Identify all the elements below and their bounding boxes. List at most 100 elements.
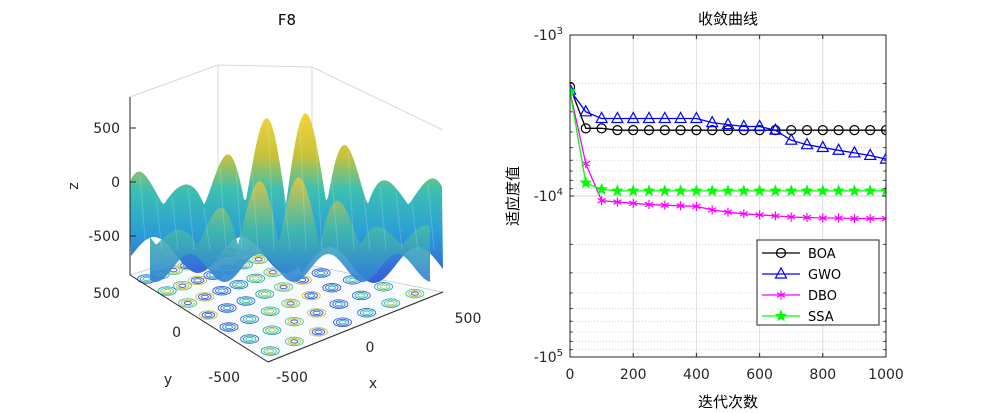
contour-ring — [267, 328, 276, 333]
data-point — [705, 115, 719, 128]
data-point — [658, 184, 672, 197]
contour-ring — [290, 319, 299, 324]
ticks-3d: 500 0 -500 500 0 -500 -500 0 500 — [88, 121, 481, 386]
contour-ring — [357, 307, 377, 318]
ticks-2d: 0 200 400 600 800 1000 -103 -104 -105 — [534, 26, 904, 383]
contour-ring — [284, 316, 304, 327]
marker-stroke — [865, 215, 875, 222]
legend-label: GWO — [808, 268, 841, 283]
marker-stroke — [755, 212, 764, 218]
z-axis-label: z — [66, 182, 82, 189]
contour-ring — [332, 300, 346, 308]
data-point — [595, 111, 609, 124]
contour-ring — [317, 270, 326, 276]
data-point — [658, 111, 672, 124]
contour-ring — [274, 282, 293, 292]
data-point — [579, 176, 593, 189]
data-point — [721, 117, 735, 130]
data-point — [643, 125, 655, 136]
data-point — [769, 184, 782, 197]
contour-ring — [181, 299, 195, 307]
data-point — [570, 84, 577, 98]
contour-ring — [251, 276, 260, 281]
contour-ring — [374, 281, 394, 292]
data-point — [722, 125, 734, 136]
contour-ring — [188, 275, 208, 286]
contour-ring — [281, 298, 301, 309]
contour-ring — [193, 278, 202, 283]
contour-ring — [381, 298, 401, 308]
data-point — [863, 148, 877, 161]
data-point — [737, 119, 751, 132]
mesh-line — [331, 179, 339, 251]
data-point — [849, 125, 860, 136]
data-point — [737, 184, 751, 197]
legend-label: SSA — [808, 310, 834, 325]
contour-ring — [249, 274, 263, 282]
contour-ring — [160, 287, 174, 295]
contour-ring — [219, 322, 239, 332]
contour-ring — [198, 293, 212, 301]
contour-ring — [405, 288, 425, 299]
contour-ring — [286, 301, 295, 306]
marker-stroke — [881, 215, 886, 220]
data-point — [626, 184, 640, 197]
contour-ring — [157, 286, 177, 296]
contour-ring — [287, 318, 302, 326]
surface-title: F8 — [278, 11, 296, 29]
mesh-line — [427, 183, 435, 251]
contour-ring — [263, 307, 277, 315]
contour-ring — [351, 290, 371, 301]
contour-ring — [255, 289, 275, 299]
data-point — [800, 137, 814, 150]
data-point — [580, 123, 591, 134]
data-point — [753, 184, 766, 197]
data-point — [834, 213, 843, 223]
series-ssa — [570, 84, 886, 197]
data-point — [739, 209, 749, 219]
contour-ring — [224, 324, 234, 330]
data-point — [802, 212, 812, 222]
contour-ring — [240, 334, 260, 344]
y-tick-label: 0 — [172, 325, 181, 341]
data-point — [689, 111, 703, 124]
x-axis-label: 迭代次数 — [698, 393, 758, 411]
contour-ring — [178, 298, 198, 308]
mesh-line — [411, 203, 419, 251]
data-point — [707, 125, 718, 136]
contour-ring — [183, 300, 192, 306]
data-point — [659, 125, 670, 136]
contour-ring — [279, 284, 288, 290]
mesh-line — [379, 185, 387, 251]
contour-ring — [311, 328, 326, 336]
contour-ring — [200, 294, 209, 300]
data-point — [707, 205, 717, 215]
x-tick-label: 1000 — [868, 367, 904, 383]
contour-ring — [322, 282, 342, 293]
data-point — [832, 143, 846, 155]
mesh-line — [235, 170, 243, 251]
data-point — [690, 184, 703, 197]
x-tick-label: 0 — [566, 367, 575, 383]
z-tick-label: 500 — [93, 121, 120, 137]
y-tick-label: -103 — [534, 26, 563, 44]
legend-label: DBO — [808, 289, 837, 304]
contour-ring — [314, 269, 328, 277]
contour-ring — [229, 279, 249, 290]
contour-ring — [163, 288, 172, 294]
marker-stroke — [676, 202, 685, 209]
data-point — [865, 214, 875, 224]
marker-stroke — [628, 200, 638, 207]
marker-stroke — [613, 199, 622, 205]
legend: BOA GWO DBO SSA — [756, 239, 880, 326]
data-point — [642, 111, 656, 124]
contour-ring — [263, 347, 277, 355]
x-tick-label: 600 — [746, 367, 773, 383]
contour-ring — [242, 335, 257, 343]
contour-ring — [335, 318, 350, 326]
x-tick-label: 0 — [366, 340, 375, 356]
data-point — [596, 123, 607, 134]
contour-ring — [234, 282, 243, 287]
contour-ring — [325, 284, 339, 292]
data-point — [610, 111, 624, 124]
